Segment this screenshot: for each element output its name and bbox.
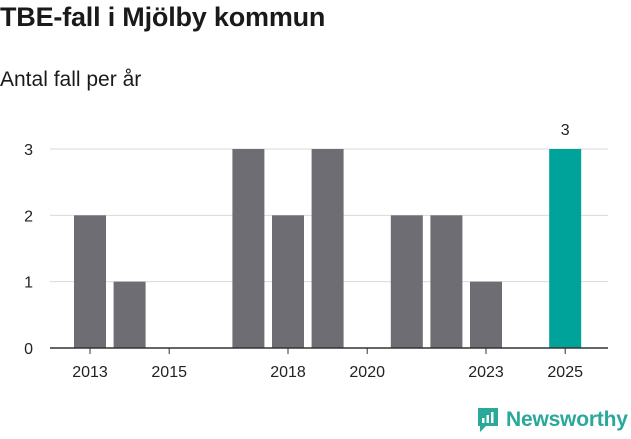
bar (390, 215, 423, 348)
bar (113, 281, 146, 348)
bar (430, 215, 463, 348)
x-axis-labels: 2013 2015 2018 2020 2023 2025 (72, 348, 583, 381)
chart-title: TBE-fall i Mjölby kommun (0, 2, 326, 32)
x-tick-label: 2023 (468, 364, 504, 381)
newsworthy-logo-icon (478, 408, 498, 432)
bar-highlight (549, 149, 582, 348)
x-tick-label: 2025 (547, 364, 583, 381)
y-axis-labels: 0 1 2 3 (24, 142, 33, 358)
bars (74, 149, 582, 348)
bar (272, 215, 304, 348)
x-tick-label: 2015 (151, 364, 187, 381)
bar-chart: 0 1 2 3 2013 2015 2018 2020 2023 2025 3 (24, 122, 608, 381)
y-tick-label: 0 (24, 341, 33, 358)
x-tick-label: 2020 (349, 364, 385, 381)
y-tick-label: 1 (24, 275, 33, 292)
bar (74, 215, 106, 348)
x-tick-label: 2013 (72, 364, 108, 381)
bar (232, 149, 265, 348)
annotations: 3 (561, 122, 570, 139)
brand-name: Newsworthy (506, 408, 628, 431)
newsworthy-brand: Newsworthy (476, 406, 628, 434)
chart-subtitle: Antal fall per år (0, 68, 142, 91)
data-label: 3 (561, 122, 570, 139)
y-tick-label: 3 (24, 142, 33, 159)
bar (311, 149, 344, 348)
y-tick-label: 2 (24, 208, 33, 225)
x-tick-label: 2018 (270, 364, 306, 381)
bar (470, 281, 502, 348)
